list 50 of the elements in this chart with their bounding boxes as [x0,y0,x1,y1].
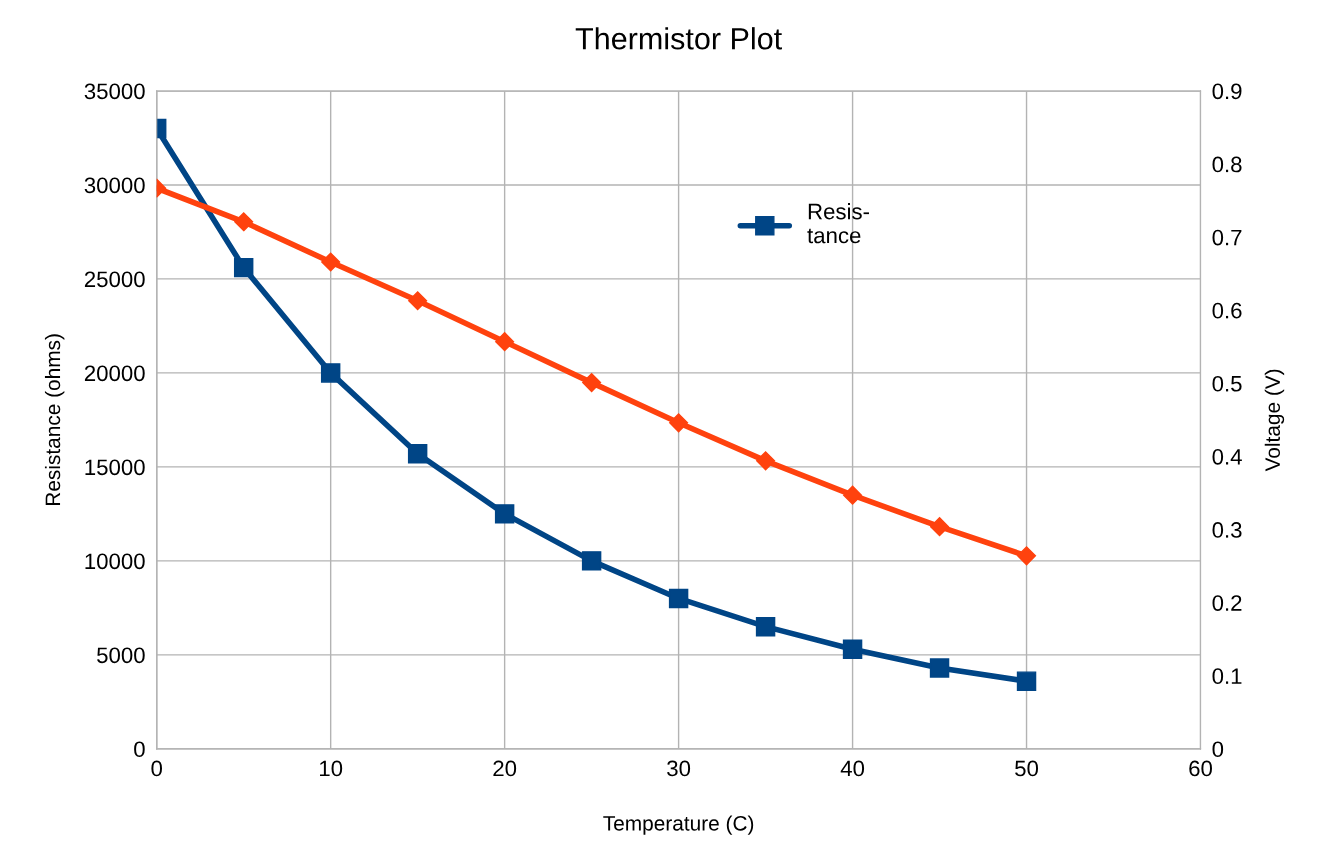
legend-label: Resis- tance [807,203,870,244]
point [581,551,602,571]
y-axis-title: Resistance (ohms) [44,334,65,506]
y2-tick-label: 0.8 [1212,156,1242,173]
y2-tick-label: 0.4 [1212,448,1242,465]
point [756,451,776,471]
y2-tick-label: 0.7 [1212,229,1242,246]
point [755,616,776,637]
x-tick-label: 0 [151,760,163,777]
y2-tick-label: 0.2 [1212,595,1242,611]
y2-tick-label: 0.9 [1212,83,1242,100]
y2-axis-title: Voltage (V) [1264,369,1285,472]
point [668,588,689,609]
y-tick-label: 20000 [84,365,145,382]
point [233,257,254,278]
x-tick-label: 10 [320,760,343,777]
point [582,373,602,393]
point [843,485,863,505]
point [407,444,428,464]
point [320,363,341,383]
y2-tick-label: 0 [1212,741,1224,758]
point [1017,546,1037,566]
point [234,212,254,232]
x-tick-label: 50 [1015,760,1039,777]
y2-tick-label: 0.1 [1212,668,1242,685]
y-tick-label: 25000 [84,271,145,288]
y-tick-label: 10000 [85,553,145,570]
x-tick-label: 60 [1189,760,1212,777]
y2-tick-label: 0.5 [1212,375,1242,392]
point [669,413,689,433]
x-tick-label: 40 [840,760,865,777]
y2-tick-label: 0.6 [1212,302,1242,319]
y-tick-label: 15000 [85,459,145,476]
point [408,291,428,311]
point [1016,671,1037,691]
x-tick-label: 20 [493,760,517,777]
point [494,504,515,524]
point [842,639,863,659]
y-tick-label: 5000 [97,647,145,664]
point [930,517,950,537]
x-axis-title: Temperature (C) [603,815,754,835]
y-tick-label: 30000 [84,177,145,194]
y-tick-label: 35000 [84,83,145,100]
point [929,658,950,678]
y2-tick-label: 0.3 [1212,522,1242,538]
point [495,332,515,352]
x-tick-label: 30 [667,760,691,777]
y-tick-label: 0 [134,741,145,758]
chart-title: Thermistor Plot [575,27,782,50]
point [321,252,341,272]
